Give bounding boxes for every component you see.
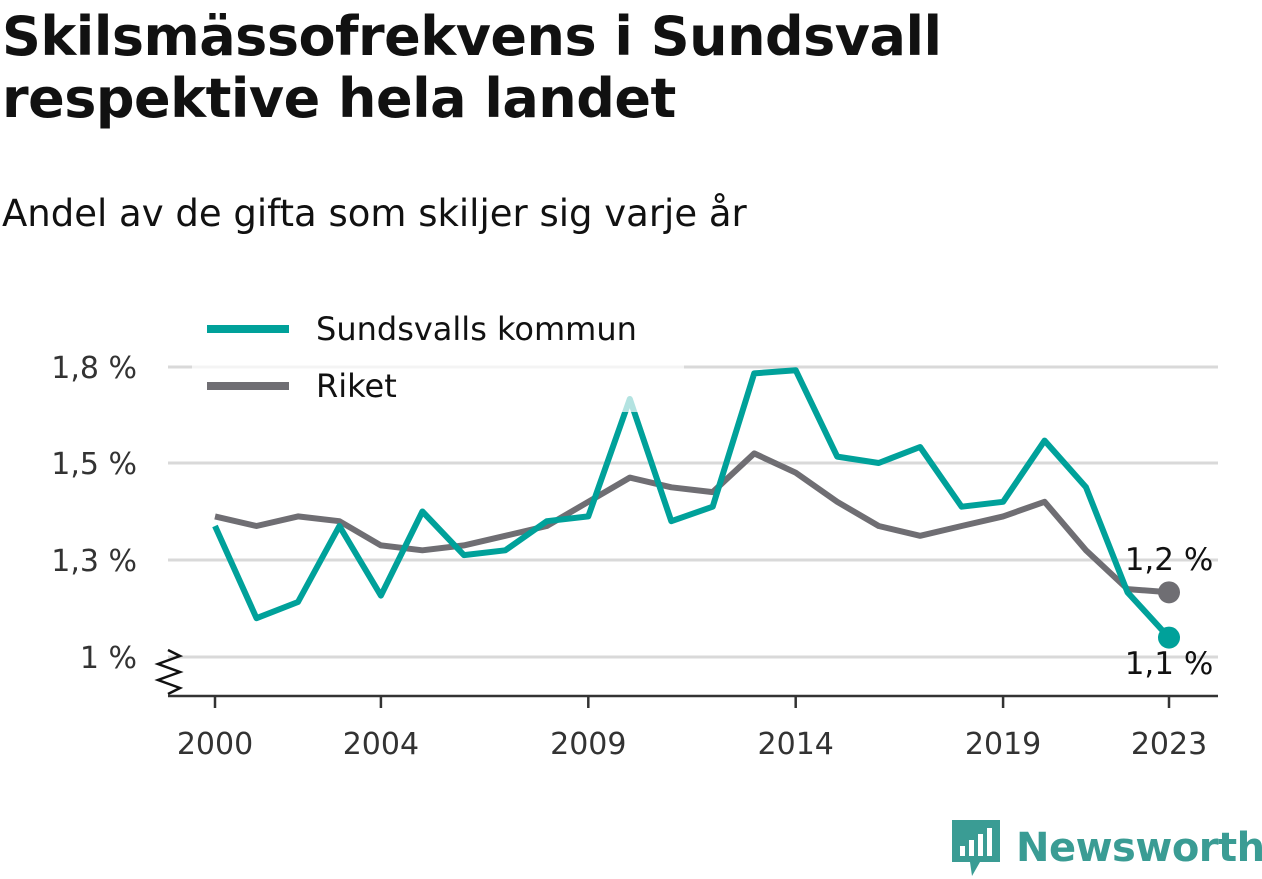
end-point-riket [1158,581,1180,604]
y-tick-label: 1 % [80,641,137,676]
end-label-riket: 1,2 % [1125,542,1214,578]
end-labels: 1,2 % 1,1 % [1125,542,1214,682]
chart-title: Skilsmässofrekvens i Sundsvall respektiv… [2,5,942,130]
end-label-sundsvall: 1,1 % [1125,646,1214,682]
x-tick-label: 2023 [1131,727,1207,762]
legend-label: Riket [316,367,397,405]
x-tick-label: 2004 [343,727,419,762]
y-tick-label: 1,5 % [51,447,137,482]
chart-subtitle: Andel av de gifta som skiljer sig varje … [2,192,747,235]
series-lines [212,367,1180,649]
end-point-sundsvall [1158,626,1180,649]
x-tick-label: 2019 [965,727,1041,762]
newsworthy-logo-icon [952,820,1000,876]
y-tick-label: 1,3 % [51,544,137,579]
legend: Sundsvalls kommun Riket [192,300,684,412]
x-tick-label: 2009 [550,727,626,762]
brand-name: Newsworthy [1016,825,1262,871]
x-tick-label: 2000 [177,727,253,762]
series-line-riket [214,450,1170,596]
y-tick-labels: 1 % 1,3 % 1,5 % 1,8 % [51,351,137,676]
x-axis [154,648,1218,708]
y-axis-break-icon [154,648,184,696]
legend-background [192,300,684,412]
series-line-sundsvall [212,367,1172,640]
x-tick-label: 2014 [758,727,834,762]
brand: Newsworthy [950,818,1262,878]
y-tick-label: 1,8 % [51,351,137,386]
legend-label: Sundsvalls kommun [316,310,637,348]
x-tick-labels: 2000 2004 2009 2014 2019 2023 [177,727,1207,762]
